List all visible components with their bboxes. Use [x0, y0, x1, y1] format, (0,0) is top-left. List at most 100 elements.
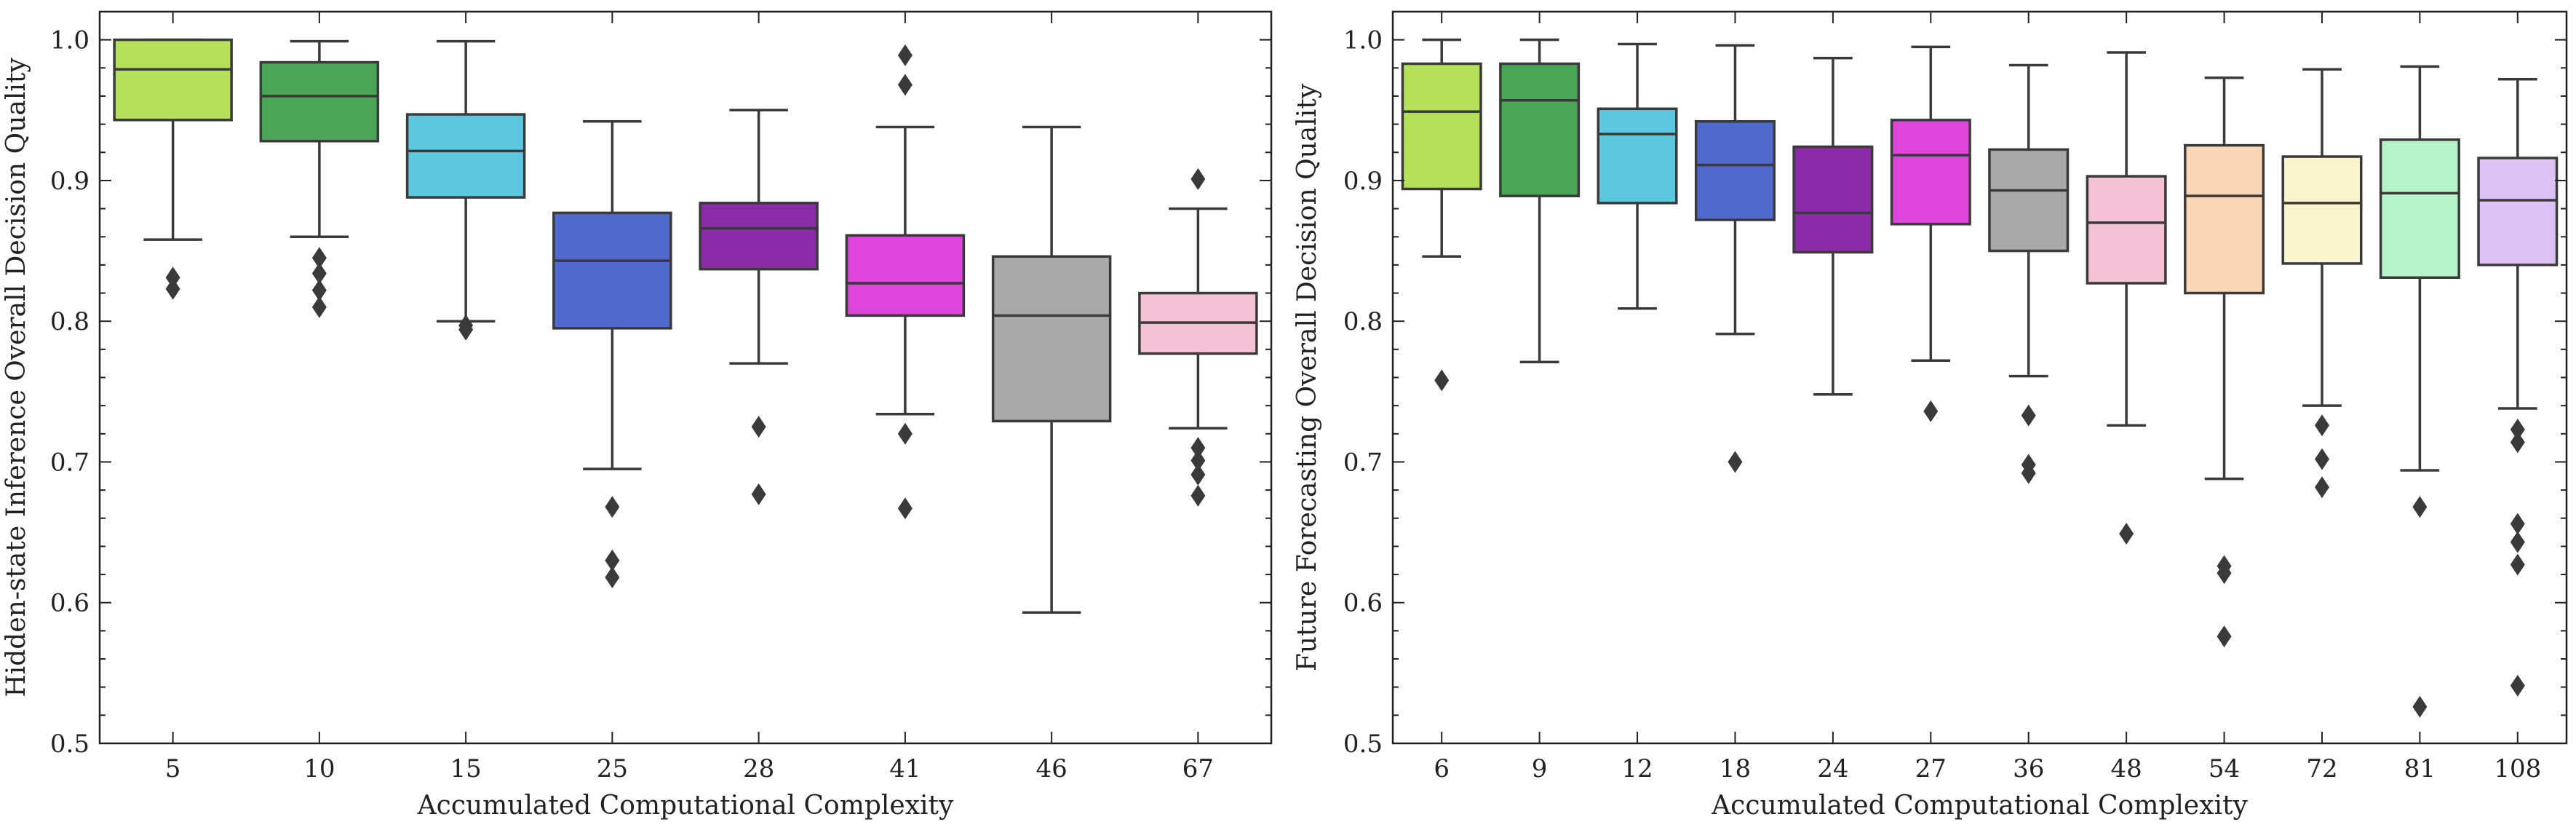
box-18 — [1694, 44, 1776, 473]
y-tick-label: 0.5 — [50, 730, 90, 759]
box-54 — [2184, 76, 2265, 648]
box-body — [1988, 148, 2070, 253]
outlier-point — [1190, 484, 1206, 507]
box-body — [2379, 138, 2460, 280]
x-tick-label: 9 — [1532, 754, 1548, 783]
box-body — [259, 60, 380, 143]
box-108 — [2477, 78, 2559, 697]
box-body — [1401, 62, 1482, 191]
outlier-point — [751, 416, 766, 438]
outlier-point — [2510, 431, 2525, 454]
box-81 — [2379, 65, 2460, 718]
outlier-point — [897, 422, 913, 445]
x-tick-label: 72 — [2306, 754, 2337, 783]
chart-panel-2: 0.5 0.6 0.7 0.8 0.9 1.0 6 9 12 18 24 27 36 48 54 72 81 10… — [1292, 10, 2568, 821]
outlier-point — [311, 296, 327, 318]
box-28 — [699, 108, 819, 505]
box-body — [2086, 175, 2167, 285]
outlier-point — [897, 44, 913, 66]
box-72 — [2281, 68, 2363, 499]
y-tick-label: 0.7 — [1343, 448, 1383, 477]
x-tick-label: 41 — [889, 754, 921, 783]
box-27 — [1890, 45, 1971, 422]
x-tick-label: 18 — [1720, 754, 1751, 783]
outlier-point — [2412, 496, 2428, 518]
chart-panel-1: 0.5 0.6 0.7 0.8 0.9 1.0 5 10 15 25 28 41 46 67 Accumul… — [1, 10, 1273, 821]
y-tick-label: 0.7 — [50, 448, 90, 477]
outlier-point — [311, 262, 327, 285]
y-tick-label: 0.6 — [1343, 589, 1383, 618]
outlier-point — [2510, 513, 2525, 535]
box-body — [552, 211, 672, 330]
box-body — [845, 234, 966, 317]
box-body — [1792, 145, 1874, 254]
y-tick-label: 1.0 — [1343, 26, 1383, 55]
y-tick-label: 1.0 — [50, 26, 90, 55]
outlier-point — [311, 247, 327, 269]
outlier-point — [311, 279, 327, 301]
box-body — [2281, 155, 2363, 265]
outlier-point — [2510, 674, 2525, 697]
x-tick-label: 81 — [2404, 754, 2436, 783]
y-tick-label: 0.6 — [50, 589, 90, 618]
outlier-point — [2119, 523, 2134, 545]
x-tick-label: 27 — [1915, 754, 1947, 783]
outlier-point — [897, 74, 913, 96]
x-tick-label: 10 — [303, 754, 335, 783]
x-tick-label: 15 — [450, 754, 481, 783]
box-46 — [991, 125, 1112, 614]
box-24 — [1792, 57, 1874, 396]
y-tick-label: 0.8 — [50, 307, 90, 336]
y-axis-label: Future Forecasting Overall Decision Qual… — [1292, 83, 1322, 671]
outlier-point — [2217, 625, 2232, 648]
outlier-point — [2510, 553, 2525, 576]
outlier-point — [1190, 463, 1206, 486]
x-tick-label: 48 — [2110, 754, 2142, 783]
outlier-point — [605, 549, 620, 572]
outlier-point — [1190, 437, 1206, 459]
x-tick-label: 25 — [597, 754, 628, 783]
box-15 — [405, 39, 526, 341]
outlier-point — [1190, 449, 1206, 472]
outlier-point — [2412, 695, 2428, 718]
y-tick-label: 0.5 — [1343, 730, 1383, 759]
box-body — [699, 202, 819, 271]
outlier-point — [2314, 476, 2329, 499]
box-36 — [1988, 63, 2070, 484]
box-25 — [552, 120, 672, 588]
outlier-point — [605, 566, 620, 588]
outlier-point — [1728, 451, 1743, 473]
box-10 — [259, 39, 380, 318]
outlier-point — [165, 266, 180, 289]
x-tick-label: 12 — [1621, 754, 1653, 783]
box-5 — [113, 38, 233, 300]
box-body — [113, 38, 233, 122]
y-axis-label: Hidden-state Inference Overall Decision … — [1, 58, 31, 697]
x-tick-label: 6 — [1434, 754, 1450, 783]
box-body — [2477, 157, 2559, 266]
x-tick-label: 28 — [743, 754, 774, 783]
x-tick-label: 5 — [165, 754, 181, 783]
outlier-point — [2314, 448, 2329, 470]
box-67 — [1138, 167, 1258, 507]
box-body — [991, 255, 1112, 423]
outlier-point — [2021, 462, 2036, 484]
outlier-point — [2314, 414, 2329, 437]
y-tick-label: 0.8 — [1343, 307, 1383, 336]
x-tick-label: 108 — [2494, 754, 2541, 783]
outlier-point — [605, 496, 620, 518]
outlier-point — [2510, 419, 2525, 441]
y-tick-label: 0.9 — [50, 167, 90, 196]
outlier-point — [2217, 562, 2232, 585]
box-body — [1890, 119, 1971, 226]
outlier-point — [1434, 369, 1450, 392]
x-tick-label: 46 — [1035, 754, 1067, 783]
x-tick-label: 54 — [2209, 754, 2240, 783]
box-9 — [1499, 38, 1581, 363]
box-6 — [1401, 38, 1482, 392]
x-tick-label: 36 — [2013, 754, 2044, 783]
outlier-point — [458, 318, 474, 341]
box-body — [405, 113, 526, 199]
box-48 — [2086, 51, 2167, 545]
